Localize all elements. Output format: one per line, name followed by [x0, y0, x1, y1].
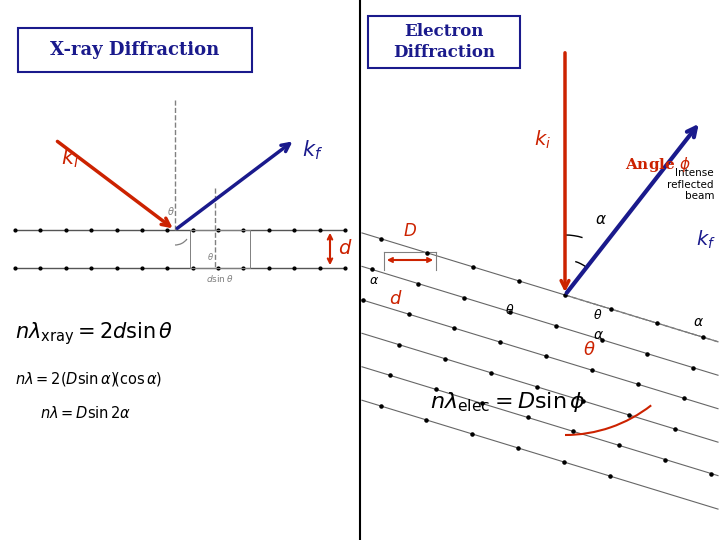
Text: $\theta$: $\theta$ — [167, 205, 175, 217]
FancyBboxPatch shape — [368, 16, 520, 68]
Text: X-ray Diffraction: X-ray Diffraction — [50, 41, 220, 59]
Text: $\theta$: $\theta$ — [583, 341, 595, 359]
Text: $n\lambda_{\mathrm{elec}}  =  D\sin\phi$: $n\lambda_{\mathrm{elec}} = D\sin\phi$ — [430, 390, 586, 414]
Text: $D$: $D$ — [403, 223, 417, 240]
Text: $n\lambda = D\sin 2\alpha$: $n\lambda = D\sin 2\alpha$ — [40, 405, 131, 421]
Text: Electron
Diffraction: Electron Diffraction — [393, 23, 495, 61]
Text: $k_i$: $k_i$ — [534, 129, 552, 151]
Text: Angle $\phi$: Angle $\phi$ — [625, 156, 691, 174]
Text: $\alpha$: $\alpha$ — [369, 273, 379, 287]
Text: $\theta$: $\theta$ — [593, 308, 603, 322]
Text: $n\lambda = 2\left(D\sin\alpha\right)\!\left(\cos\alpha\right)$: $n\lambda = 2\left(D\sin\alpha\right)\!\… — [15, 370, 162, 388]
Text: $k_f$: $k_f$ — [696, 229, 716, 251]
Text: $k_f$: $k_f$ — [302, 138, 323, 161]
Text: $n\lambda_{\mathrm{xray}} = 2d\sin\theta$: $n\lambda_{\mathrm{xray}} = 2d\sin\theta… — [15, 320, 174, 347]
Text: Intense
reflected
beam: Intense reflected beam — [667, 168, 714, 201]
Text: $d\sin\theta$: $d\sin\theta$ — [207, 273, 234, 284]
FancyBboxPatch shape — [18, 28, 252, 72]
Text: $\alpha$: $\alpha$ — [693, 315, 704, 329]
Text: $d$: $d$ — [338, 240, 353, 259]
Text: $\alpha$: $\alpha$ — [595, 213, 607, 227]
Text: $\theta$: $\theta$ — [505, 303, 515, 317]
Text: $\theta$: $\theta$ — [207, 251, 214, 262]
Text: $d$: $d$ — [390, 290, 402, 308]
Text: $\alpha$: $\alpha$ — [593, 328, 604, 342]
Text: $k_i$: $k_i$ — [61, 146, 79, 170]
